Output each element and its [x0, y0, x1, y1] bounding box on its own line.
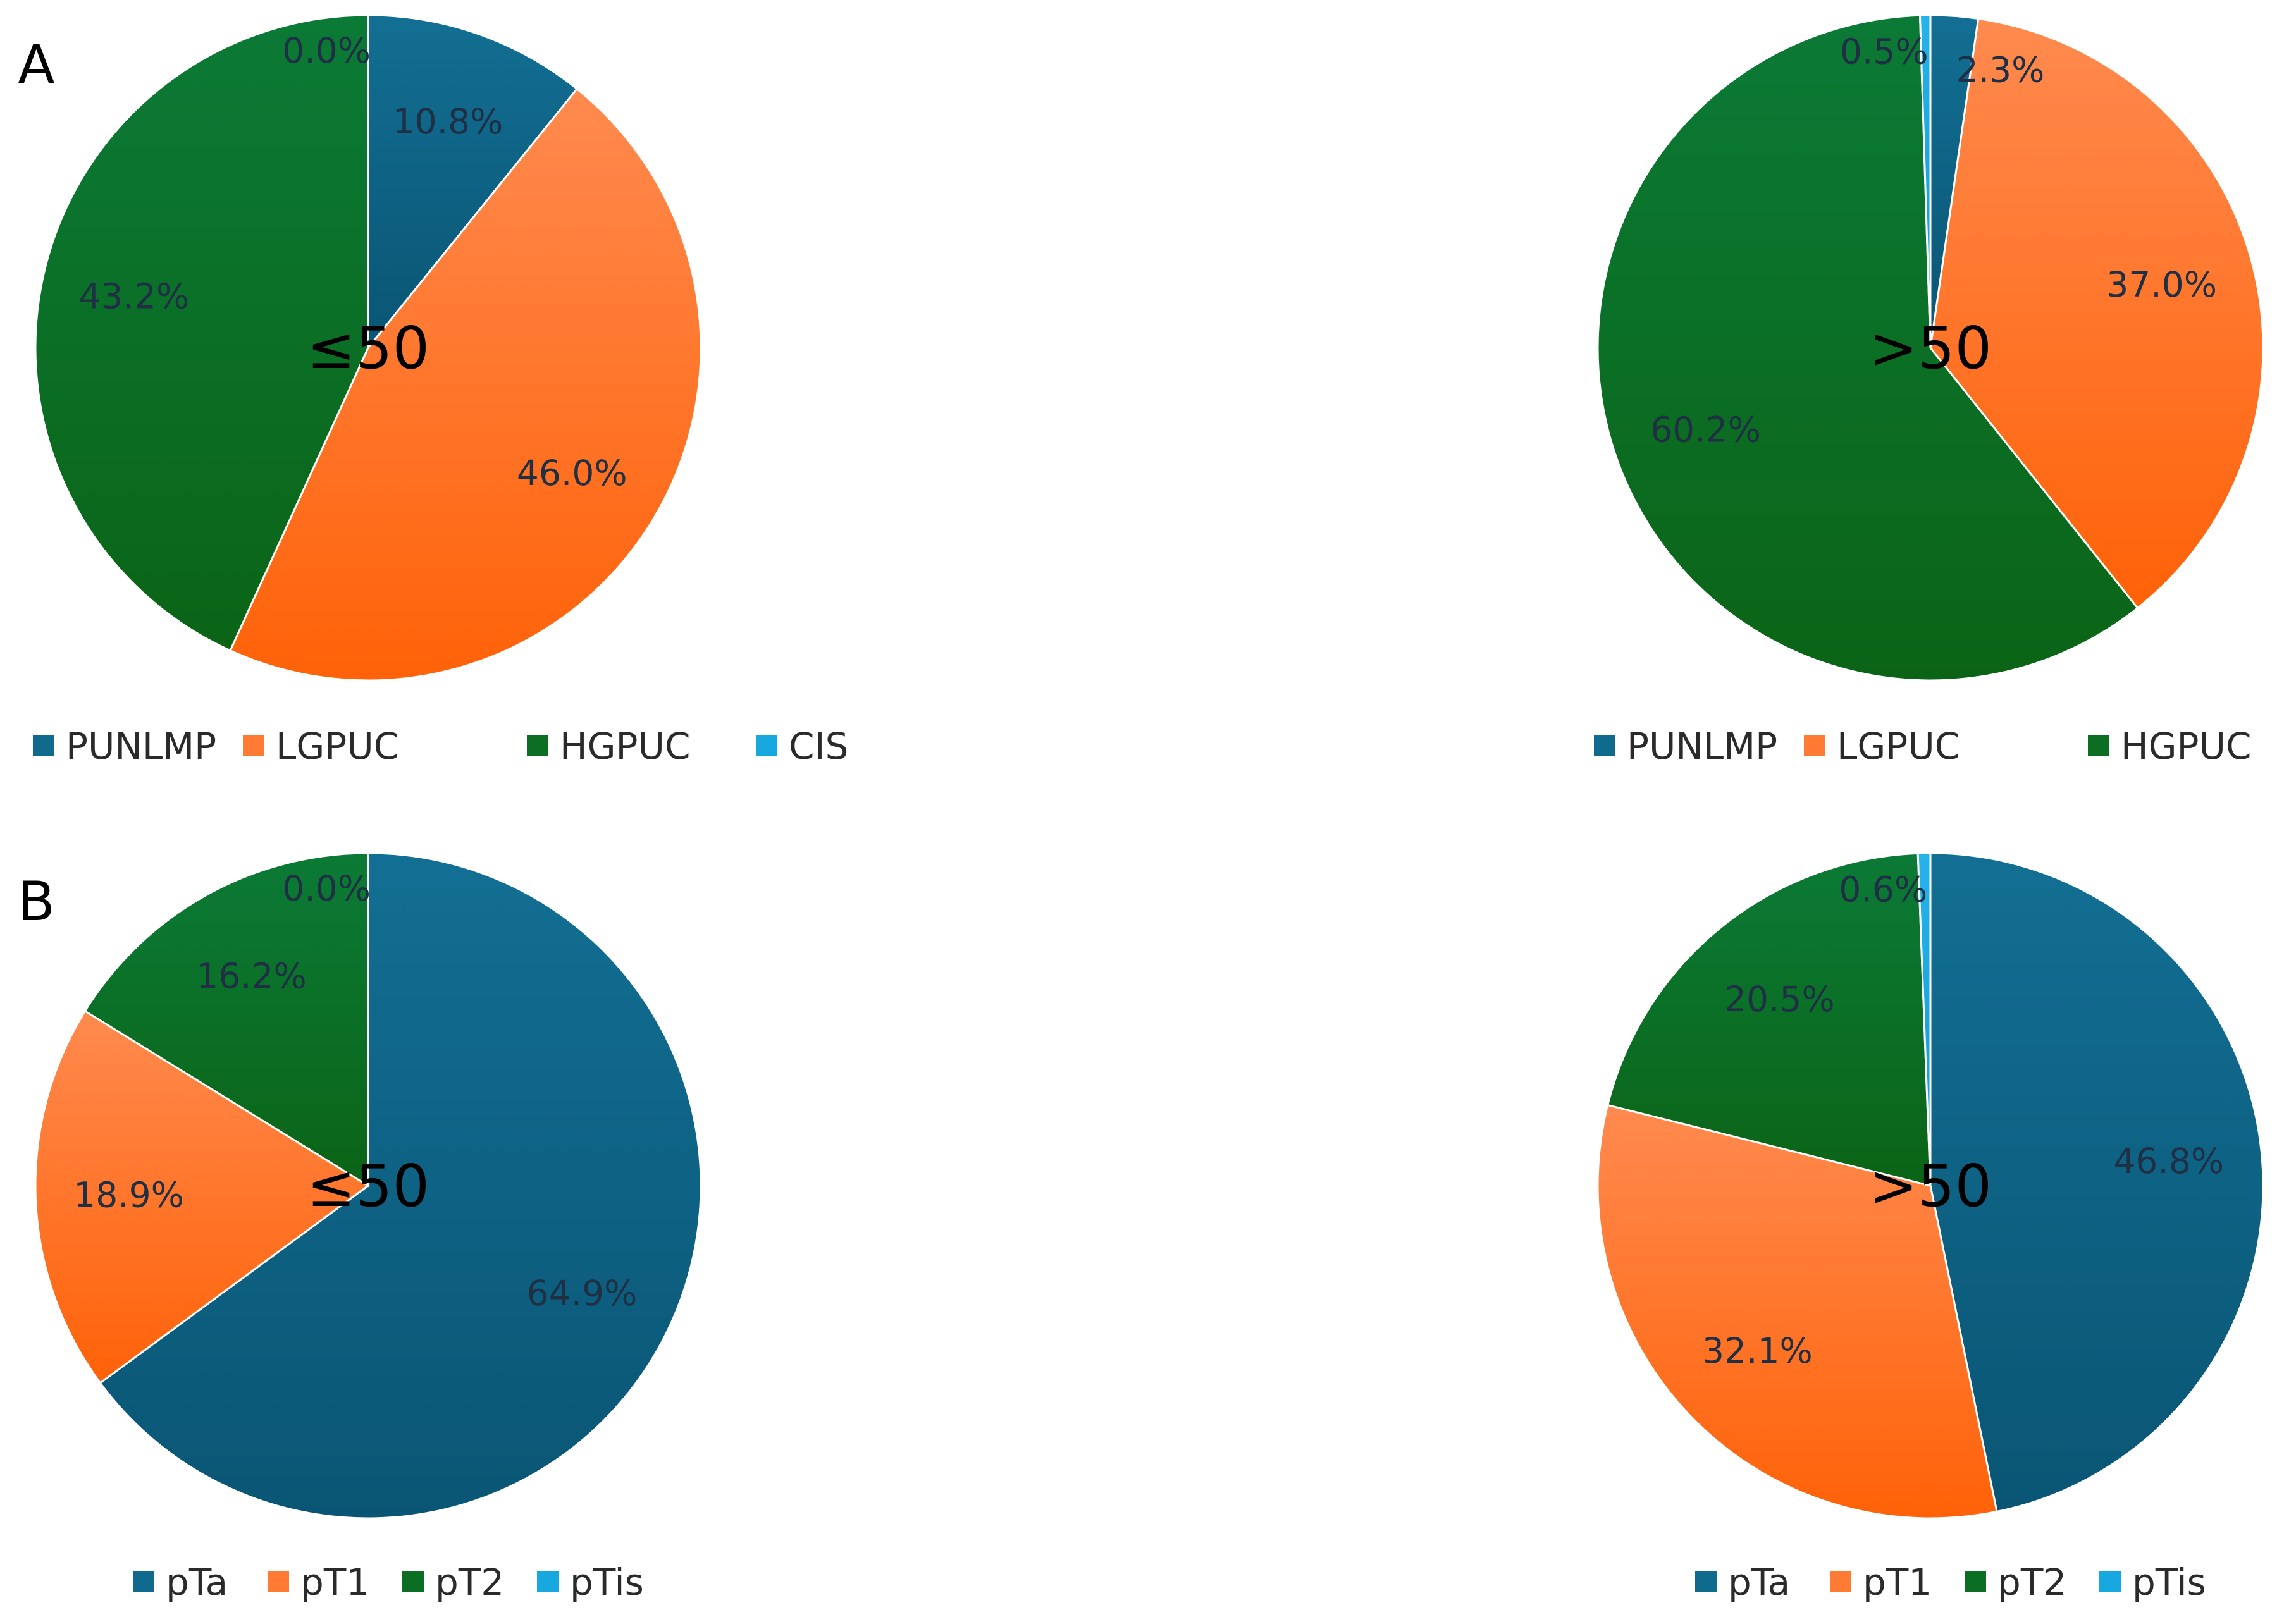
slice-value-label: 37.0% — [2106, 264, 2217, 305]
legend-item-pt1: pT1 — [1830, 1561, 1932, 1604]
pie-slice-ptis — [1916, 852, 1932, 1186]
legend-label: pT1 — [300, 1561, 369, 1604]
legend-item-lgpuc: LGPUC — [1804, 725, 1960, 768]
legend-swatch — [402, 1571, 424, 1592]
legend-item-cis: CIS — [756, 725, 848, 768]
panel-label-b: B — [18, 870, 55, 933]
legend-label: pT1 — [1863, 1561, 1932, 1604]
slice-value-label: 43.2% — [79, 276, 190, 317]
legend-swatch — [1804, 735, 1825, 756]
pie-center-label: ≤50 — [307, 1152, 429, 1220]
legend-label: CIS — [789, 725, 848, 768]
legend-item-ptis: pTis — [537, 1561, 644, 1604]
slice-value-label: 16.2% — [196, 956, 307, 996]
slice-value-label: 20.5% — [1724, 979, 1835, 1019]
pie-slice-hgpuc — [1596, 14, 2139, 682]
legend-label: LGPUC — [1837, 725, 1960, 768]
legend-swatch — [1830, 1571, 1851, 1592]
pie-slice-lgpuc — [1929, 17, 2264, 610]
legend-label: LGPUC — [276, 725, 399, 768]
legend-label: pTis — [570, 1561, 644, 1604]
legend-swatch — [1695, 1571, 1717, 1592]
pie-slice-pt2 — [1606, 852, 1932, 1187]
legend-item-lgpuc: LGPUC — [243, 725, 399, 768]
legend-swatch — [2099, 1571, 2121, 1592]
pie-slice-pt1 — [1596, 1104, 1998, 1520]
slice-value-label: 0.0% — [282, 868, 371, 909]
legend-label: pTis — [2132, 1561, 2206, 1604]
legend-label: pTa — [1728, 1561, 1790, 1604]
slice-value-label: 18.9% — [73, 1174, 184, 1215]
pie-center-label: >50 — [1869, 314, 1992, 382]
legend-item-pt1: pT1 — [268, 1561, 369, 1604]
legend-label: HGPUC — [2121, 725, 2251, 768]
legend-swatch — [537, 1571, 559, 1592]
legend-label: HGPUC — [560, 725, 690, 768]
legend-item-pta: pTa — [1695, 1561, 1790, 1604]
pie-slice-pt2 — [83, 852, 369, 1188]
legend-item-pt2: pT2 — [402, 1561, 504, 1604]
slice-value-label: 10.8% — [393, 101, 503, 142]
legend-label: pT2 — [435, 1561, 504, 1604]
pie-slice-lgpuc — [229, 87, 702, 682]
pie-chart-a-le50: 10.8% 46.0% 43.2% 0.0% ≤50 PUNLMP LGPUC HGPUC CI… — [33, 14, 848, 768]
slice-value-label: 46.0% — [517, 453, 627, 493]
pie-slice-hgpuc — [34, 14, 369, 652]
slice-value-label: 64.9% — [527, 1273, 638, 1313]
legend-item-hgpuc: HGPUC — [527, 725, 690, 768]
panel-label-a: A — [18, 34, 55, 97]
pie-slice-pta — [1929, 852, 2264, 1513]
pie-slice-punlmp — [367, 14, 579, 351]
legend-label: PUNLMP — [1627, 725, 1777, 768]
legend-swatch — [2088, 735, 2109, 756]
legend-swatch — [1965, 1571, 1986, 1592]
legend-item-pt2: pT2 — [1965, 1561, 2066, 1604]
pie-center-label: ≤50 — [307, 314, 429, 382]
slice-value-label: 2.3% — [1956, 49, 2045, 90]
pie-slice-pta — [99, 852, 702, 1520]
slice-value-label: 46.8% — [2113, 1141, 2224, 1181]
slice-value-label: 0.5% — [1840, 31, 1929, 71]
legend-item-punlmp: PUNLMP — [1594, 725, 1777, 768]
legend-swatch — [268, 1571, 289, 1592]
slice-value-label: 0.6% — [1839, 870, 1927, 910]
legend-swatch — [33, 735, 54, 756]
pie-slice-cis — [1918, 14, 1932, 348]
legend-swatch — [756, 735, 777, 756]
legend-item-hgpuc: HGPUC — [2088, 725, 2251, 768]
legend-item-pta: pTa — [133, 1561, 228, 1604]
legend-label: pT2 — [1997, 1561, 2066, 1604]
legend-swatch — [1594, 735, 1615, 756]
legend-swatch — [527, 735, 548, 756]
pie-chart-b-le50: 64.9% 18.9% 16.2% 0.0% ≤50 pTa pT1 pT2 pTis — [34, 852, 702, 1604]
legend-label: pTa — [166, 1561, 228, 1604]
slice-value-label: 32.1% — [1702, 1331, 1813, 1371]
legend-item-ptis: pTis — [2099, 1561, 2206, 1604]
legend-label: PUNLMP — [66, 725, 216, 768]
legend-swatch — [243, 735, 264, 756]
pie-chart-b-gt50: 46.8% 32.1% 20.5% 0.6% >50 pTa pT1 pT2 pTis — [1596, 852, 2264, 1604]
pie-slice-pt1 — [34, 1009, 370, 1384]
slice-value-label: 0.0% — [282, 30, 371, 71]
legend-swatch — [133, 1571, 154, 1592]
slice-value-label: 60.2% — [1650, 410, 1761, 450]
legend-item-punlmp: PUNLMP — [33, 725, 216, 768]
pie-center-label: >50 — [1869, 1152, 1992, 1220]
